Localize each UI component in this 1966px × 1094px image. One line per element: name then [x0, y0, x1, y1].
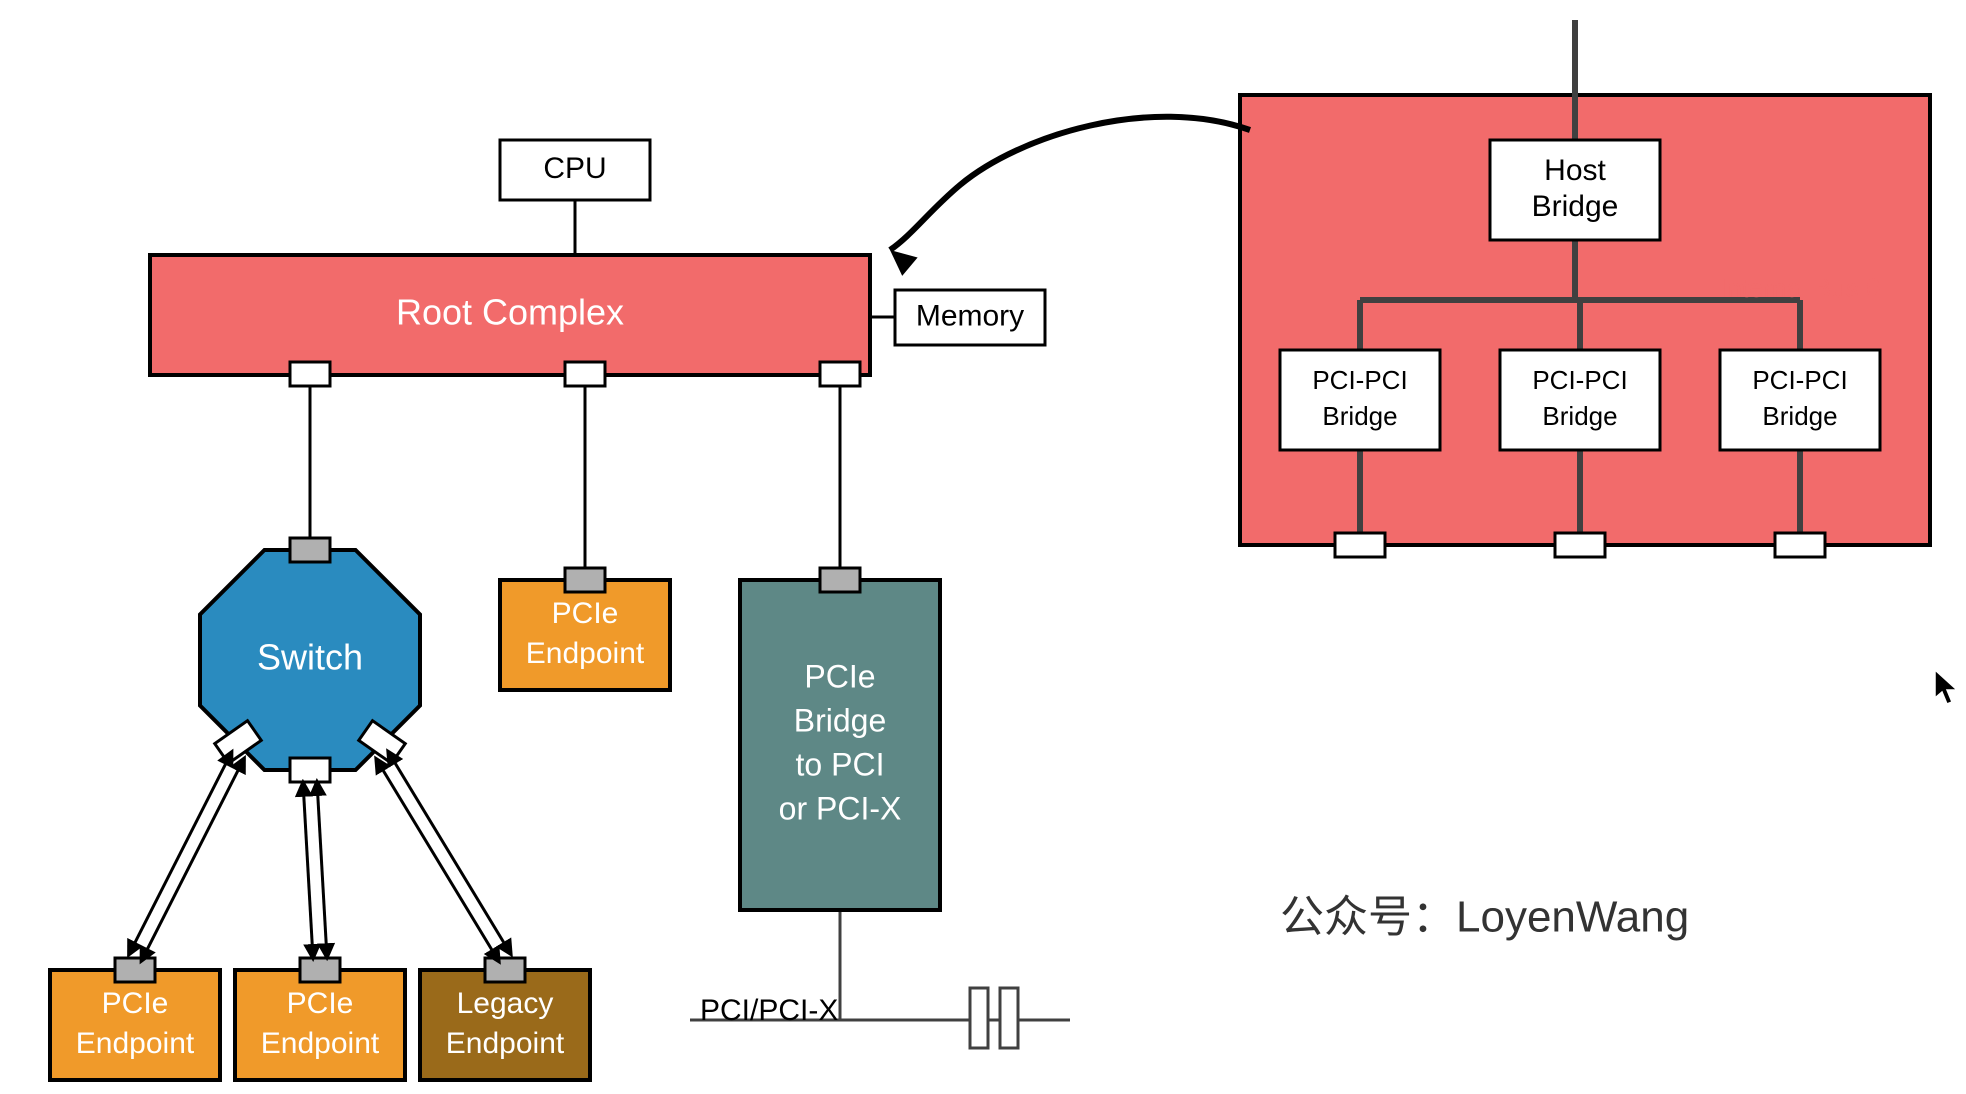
- pcie-endpoint-1: PCIe Endpoint: [500, 580, 670, 690]
- svg-text:Internal Bus 0: Internal Bus 0: [1720, 273, 1880, 303]
- svg-text:PCIe: PCIe: [552, 597, 619, 630]
- cpu-node: CPU: [500, 140, 650, 200]
- svg-text:Endpoint: Endpoint: [446, 1027, 565, 1060]
- svg-text:Bridge: Bridge: [794, 702, 887, 738]
- svg-text:Root Complex: Root Complex: [396, 292, 624, 333]
- root-complex-node: Root Complex: [150, 255, 870, 386]
- svg-text:Endpoint: Endpoint: [526, 637, 645, 670]
- svg-text:Legacy: Legacy: [457, 987, 554, 1020]
- pcie-endpoint-bm: PCIe Endpoint: [235, 970, 405, 1080]
- pcie-bridge-node: PCIe Bridge to PCI or PCI-X: [740, 580, 940, 910]
- svg-text:PCI-PCI: PCI-PCI: [1312, 365, 1407, 395]
- svg-text:PCIe: PCIe: [102, 987, 169, 1020]
- svg-text:Memory: Memory: [916, 299, 1024, 332]
- svg-text:CPU: CPU: [543, 152, 606, 185]
- svg-text:PCI-PCI: PCI-PCI: [1752, 365, 1847, 395]
- svg-text:Endpoint: Endpoint: [261, 1027, 380, 1060]
- svg-text:Bridge: Bridge: [1542, 401, 1617, 431]
- svg-text:PCI-PCI: PCI-PCI: [1532, 365, 1627, 395]
- legacy-endpoint: Legacy Endpoint: [420, 970, 590, 1080]
- svg-text:Endpoint: Endpoint: [76, 1027, 195, 1060]
- memory-node: Memory: [895, 290, 1045, 345]
- svg-text:Bridge: Bridge: [1322, 401, 1397, 431]
- svg-text:Host: Host: [1544, 154, 1606, 187]
- pcie-endpoint-bl: PCIe Endpoint: [50, 970, 220, 1080]
- svg-text:Bridge: Bridge: [1532, 190, 1619, 223]
- svg-text:Switch: Switch: [257, 637, 363, 678]
- svg-text:Bridge: Bridge: [1762, 401, 1837, 431]
- svg-text:to PCI: to PCI: [796, 746, 885, 782]
- svg-text:公众号：LoyenWang: 公众号：LoyenWang: [1280, 893, 1689, 942]
- svg-text:or PCI-X: or PCI-X: [779, 790, 902, 826]
- svg-text:PCI/PCI-X: PCI/PCI-X: [700, 994, 838, 1027]
- svg-text:PCIe: PCIe: [287, 987, 354, 1020]
- svg-text:PCIe: PCIe: [804, 658, 875, 694]
